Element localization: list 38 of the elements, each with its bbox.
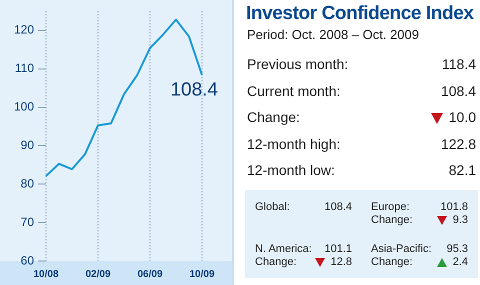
text: Change: — [255, 256, 297, 268]
y-tick-label: 70 — [20, 214, 34, 229]
text: Change: — [371, 214, 413, 226]
text: 122.8 — [440, 136, 476, 152]
text: Global: — [255, 201, 290, 213]
x-tick-label: 06/09 — [137, 268, 163, 280]
text: 12-month high: — [247, 136, 340, 152]
text: Previous month: — [247, 56, 348, 72]
text: Current month: — [247, 82, 340, 98]
text: 95.3 — [446, 243, 468, 255]
text: Period: Oct. 2008 – Oct. 2009 — [247, 27, 419, 42]
text: 9.3 — [452, 214, 468, 226]
y-tick-label: 60 — [20, 253, 34, 268]
y-tick-label: 100 — [14, 100, 34, 114]
text: N. America: — [255, 243, 312, 255]
text: 2.4 — [452, 256, 468, 268]
text: 12-month low: — [247, 162, 335, 178]
text: 108.4 — [324, 201, 352, 213]
text: Asia-Pacific: — [371, 243, 432, 255]
text: 10.0 — [448, 109, 476, 125]
x-tick-label: 10/08 — [33, 268, 59, 280]
text: Europe: — [371, 201, 410, 213]
text: Change: — [247, 109, 300, 125]
annotation: 108.4 — [170, 80, 218, 101]
text: 118.4 — [442, 56, 476, 72]
text: 12.8 — [330, 256, 352, 268]
text: Change: — [371, 256, 413, 268]
text: 101.1 — [324, 243, 352, 255]
text: 108.4 — [440, 82, 476, 98]
text: Investor Confidence Index — [246, 3, 474, 25]
text: 82.1 — [448, 162, 476, 178]
text: 101.8 — [440, 201, 468, 213]
y-tick-label: 80 — [20, 176, 34, 190]
y-tick-label: 110 — [14, 61, 34, 76]
x-tick-label: 02/09 — [85, 268, 111, 280]
x-tick-label: 10/09 — [189, 268, 215, 280]
y-tick-label: 90 — [20, 138, 34, 152]
y-tick-label: 120 — [14, 22, 34, 37]
